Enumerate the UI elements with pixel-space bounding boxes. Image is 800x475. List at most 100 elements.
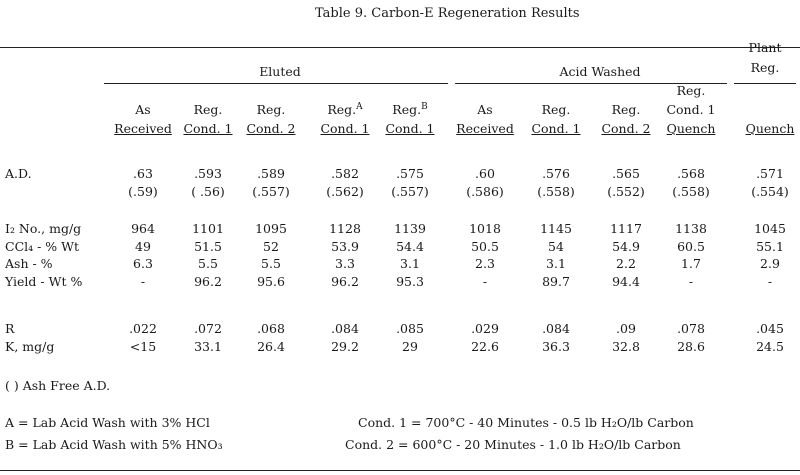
column-header-8-line-2: Reg.: [611, 102, 641, 117]
footnote-cond1: Cond. 1 = 700°C - 40 Minutes - 0.5 lb H₂…: [358, 415, 694, 430]
plant-underline: [734, 83, 796, 84]
table-cell-r6-c2: 96.2: [194, 274, 222, 289]
footnote-cond2: Cond. 2 = 600°C - 20 Minutes - 1.0 lb H₂…: [345, 437, 681, 452]
table-cell-r8-c1: <15: [129, 339, 157, 354]
table-cell-r1-c10: .571: [756, 166, 784, 181]
table-cell-r7-c10: .045: [756, 321, 784, 336]
table-cell-r2-c10: (.554): [751, 184, 789, 199]
table-cell-r2-c4: (.562): [326, 184, 364, 199]
row-label-8: K, mg/g: [5, 339, 55, 354]
group-eluted: Eluted: [259, 64, 301, 79]
column-header-4-line-3: Cond. 1: [320, 121, 370, 136]
table-cell-r8-c5: 29: [402, 339, 418, 354]
footnote-a: A = Lab Acid Wash with 3% HCl: [5, 415, 210, 430]
acid-washed-underline: [455, 83, 727, 84]
bottom-rule: [0, 470, 800, 471]
column-header-5-superscript: B: [421, 102, 428, 112]
table-cell-r1-c2: .593: [194, 166, 222, 181]
table-cell-r4-c2: 51.5: [194, 239, 222, 254]
column-header-2-line-2: Reg.: [193, 102, 223, 117]
column-header-6-line-3: Received: [456, 121, 514, 136]
table-cell-r3-c3: 1095: [255, 221, 287, 236]
table-cell-r1-c7: .576: [542, 166, 570, 181]
column-header-10-line-3: Quench: [745, 121, 795, 136]
table-cell-r6-c7: 89.7: [542, 274, 570, 289]
table-cell-r8-c4: 29.2: [331, 339, 359, 354]
table-cell-r3-c6: 1018: [469, 221, 501, 236]
table-cell-r7-c2: .072: [194, 321, 222, 336]
column-header-4-line-2: Reg.A: [327, 102, 363, 118]
table-cell-r7-c1: .022: [129, 321, 157, 336]
table-cell-r4-c7: 54: [548, 239, 564, 254]
column-header-9-line-2: Cond. 1: [666, 102, 716, 117]
column-header-5-line-3: Cond. 1: [385, 121, 435, 136]
table-cell-r3-c2: 1101: [192, 221, 224, 236]
table-cell-r2-c5: (.557): [391, 184, 429, 199]
table-cell-r8-c2: 33.1: [194, 339, 222, 354]
table-cell-r5-c3: 5.5: [261, 256, 281, 271]
table-title: Table 9. Carbon-E Regeneration Results: [315, 6, 580, 21]
table-cell-r7-c7: .084: [542, 321, 570, 336]
column-header-9-line-1: Reg.: [676, 83, 706, 98]
table-cell-r6-c3: 95.6: [257, 274, 285, 289]
row-label-6: Yield - Wt %: [5, 274, 83, 289]
table-cell-r4-c10: 55.1: [756, 239, 784, 254]
column-header-6-line-2: As: [477, 102, 493, 117]
table-cell-r8-c6: 22.6: [471, 339, 499, 354]
table-cell-r6-c8: 94.4: [612, 274, 640, 289]
table-cell-r3-c9: 1138: [675, 221, 707, 236]
table-cell-r1-c6: .60: [475, 166, 495, 181]
table-cell-r8-c9: 28.6: [677, 339, 705, 354]
column-header-7-line-2: Reg.: [541, 102, 571, 117]
table-cell-r5-c5: 3.1: [400, 256, 420, 271]
table-cell-r2-c2: ( .56): [191, 184, 225, 199]
table-cell-r4-c3: 52: [263, 239, 279, 254]
table-cell-r7-c4: .084: [331, 321, 359, 336]
table-cell-r2-c1: (.59): [128, 184, 158, 199]
column-header-2-line-3: Cond. 1: [183, 121, 233, 136]
table-cell-r1-c1: .63: [133, 166, 153, 181]
table-cell-r2-c9: (.558): [672, 184, 710, 199]
table-cell-r4-c1: 49: [135, 239, 151, 254]
row-label-1: A.D.: [5, 166, 32, 181]
table-cell-r3-c1: 964: [131, 221, 155, 236]
footnote-ash-free: ( ) Ash Free A.D.: [5, 378, 111, 393]
table-cell-r5-c7: 3.1: [546, 256, 566, 271]
table-cell-r3-c4: 1128: [329, 221, 361, 236]
table-cell-r4-c5: 54.4: [396, 239, 424, 254]
table-cell-r4-c8: 54.9: [612, 239, 640, 254]
column-header-1-line-2: As: [135, 102, 151, 117]
table-cell-r1-c4: .582: [331, 166, 359, 181]
table-cell-r1-c3: .589: [257, 166, 285, 181]
table-cell-r7-c5: .085: [396, 321, 424, 336]
group-plant-bottom: Reg.: [750, 60, 780, 75]
table-cell-r3-c10: 1045: [754, 221, 786, 236]
table-cell-r7-c6: .029: [471, 321, 499, 336]
table-cell-r6-c5: 95.3: [396, 274, 424, 289]
table-cell-r5-c9: 1.7: [681, 256, 701, 271]
table-cell-r7-c9: .078: [677, 321, 705, 336]
column-header-3-line-3: Cond. 2: [246, 121, 296, 136]
table-cell-r4-c4: 53.9: [331, 239, 359, 254]
table-cell-r4-c6: 50.5: [471, 239, 499, 254]
eluted-underline: [104, 83, 448, 84]
table-cell-r2-c6: (.586): [466, 184, 504, 199]
table-cell-r4-c9: 60.5: [677, 239, 705, 254]
table-cell-r7-c8: .09: [616, 321, 636, 336]
table-cell-r6-c4: 96.2: [331, 274, 359, 289]
table-cell-r5-c4: 3.3: [335, 256, 355, 271]
column-header-7-line-3: Cond. 1: [531, 121, 581, 136]
group-acid-washed: Acid Washed: [559, 64, 641, 79]
row-label-5: Ash - %: [5, 256, 53, 271]
column-header-3-line-2: Reg.: [256, 102, 286, 117]
group-plant-top: Plant: [748, 40, 782, 55]
table-cell-r5-c6: 2.3: [475, 256, 495, 271]
column-header-8-line-3: Cond. 2: [601, 121, 651, 136]
table-cell-r1-c8: .565: [612, 166, 640, 181]
footnote-b: B = Lab Acid Wash with 5% HNO₃: [5, 437, 223, 452]
table-cell-r8-c3: 26.4: [257, 339, 285, 354]
table-cell-r6-c10: -: [767, 274, 773, 289]
table-cell-r7-c3: .068: [257, 321, 285, 336]
table-cell-r1-c5: .575: [396, 166, 424, 181]
table-cell-r6-c1: -: [140, 274, 146, 289]
